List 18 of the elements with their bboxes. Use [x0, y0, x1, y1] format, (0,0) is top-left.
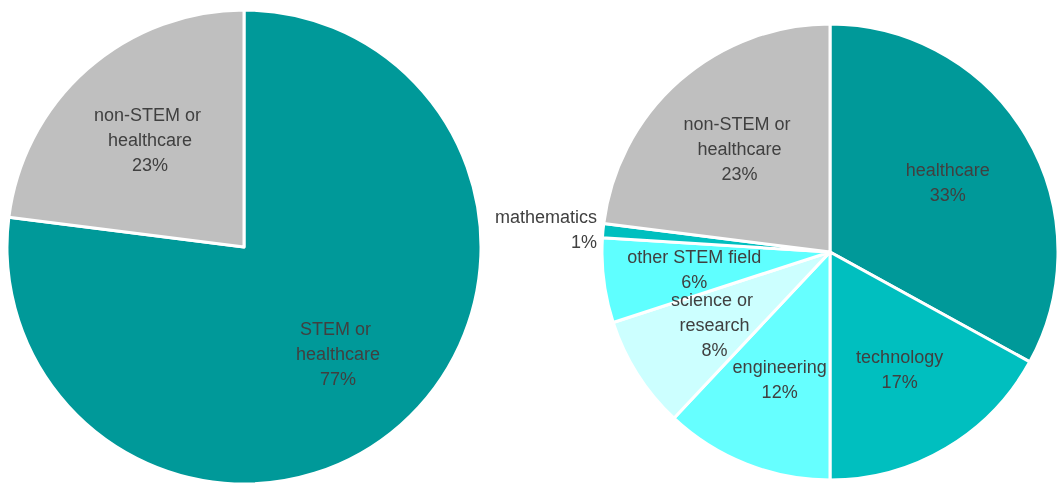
data-label: 77%	[320, 368, 357, 389]
slice-label: mathematics	[494, 207, 598, 228]
data-label: 6%	[681, 271, 708, 292]
data-label: 17%	[881, 372, 918, 393]
slice-label: technology	[856, 347, 944, 368]
slice-label: healthcare	[905, 159, 990, 180]
data-label: 1%	[571, 232, 598, 253]
data-label: 23%	[131, 155, 168, 176]
data-label: 12%	[761, 381, 798, 402]
data-label: 8%	[701, 340, 728, 361]
slice-label: science or research	[670, 290, 759, 336]
data-label: 33%	[929, 184, 966, 205]
slice-label: non-STEM or healthcare	[683, 114, 796, 160]
slice-label: non-STEM or healthcare	[93, 105, 206, 151]
slice-label: STEM or healthcare	[296, 318, 381, 364]
data-label: 23%	[721, 164, 758, 185]
slice-label: engineering	[732, 356, 827, 377]
slice-label: other STEM field	[627, 246, 762, 267]
